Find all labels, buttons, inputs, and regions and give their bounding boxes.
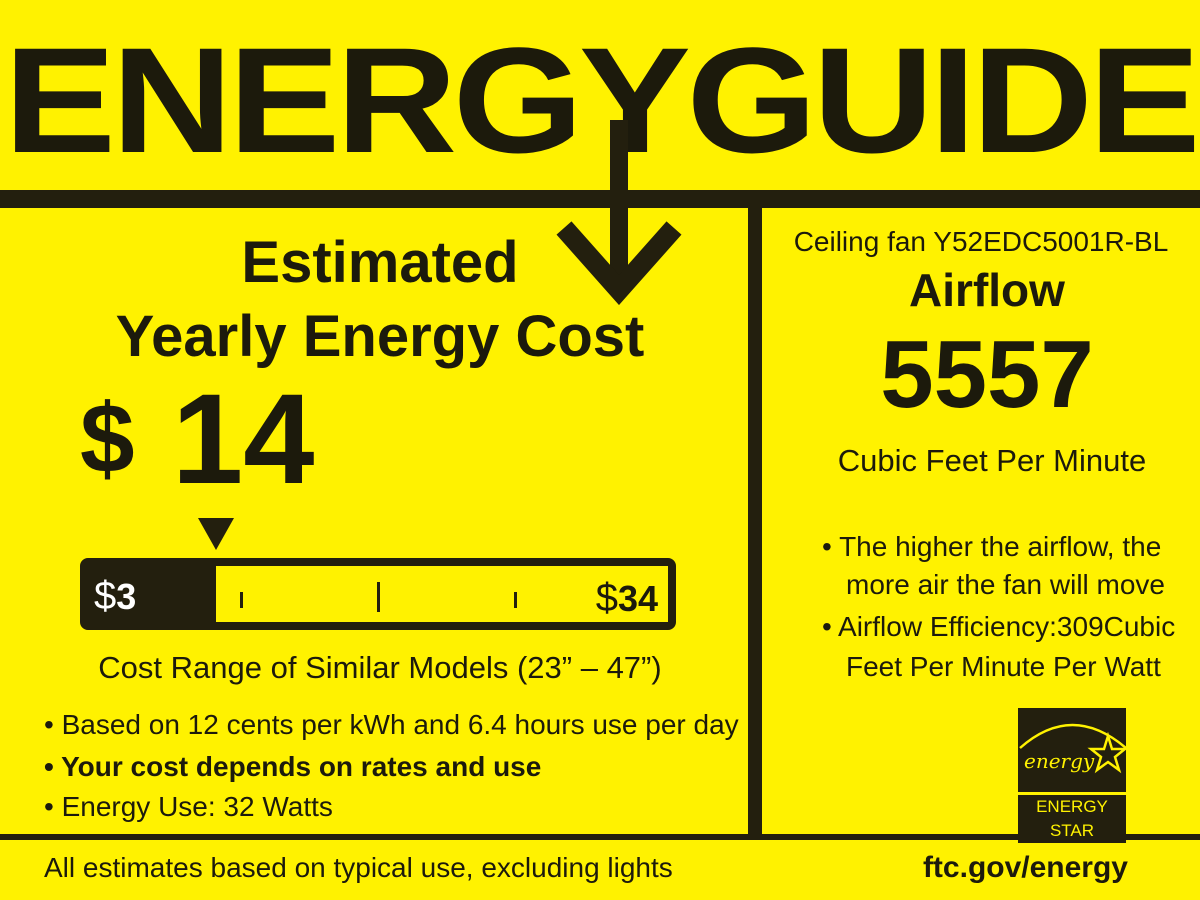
range-min-label: $3	[94, 574, 137, 618]
energyguide-title: ENERGYGUIDE	[3, 16, 1200, 184]
divider-horizontal	[0, 190, 1200, 208]
airflow-unit: Cubic Feet Per Minute	[837, 443, 1147, 478]
airflow-label: Airflow	[909, 264, 1065, 316]
airflow-bullet-1: • The higher the airflow, the	[822, 531, 1162, 562]
airflow-value: 5557	[880, 321, 1094, 428]
range-tick	[240, 592, 243, 608]
range-tick	[514, 592, 517, 608]
cost-range-bar: $3 $34	[80, 558, 676, 630]
cost-heading-line1: Estimated	[241, 230, 519, 295]
divider-bottom	[0, 834, 1200, 840]
cost-amount: 14	[172, 368, 315, 511]
cost-range-caption: Cost Range of Similar Models (23” – 47”)	[98, 650, 662, 685]
airflow-bullet-1-cont: more air the fan will move	[846, 569, 1166, 600]
airflow-bullet-2-cont: Feet Per Minute Per Watt	[846, 651, 1161, 682]
cost-heading-line2: Yearly Energy Cost	[115, 304, 645, 369]
cost-marker-triangle	[198, 518, 234, 550]
note-energy-use: • Energy Use: 32 Watts	[44, 791, 333, 822]
energy-star-logo: energy ENERGY STAR	[1018, 708, 1126, 843]
footer-disclaimer: All estimates based on typical use, excl…	[44, 852, 673, 883]
footer-url[interactable]: ftc.gov/energy	[922, 851, 1128, 884]
range-max-label: $34	[595, 576, 658, 620]
energy-star-icon: energy	[1018, 708, 1126, 792]
energy-star-label: ENERGY STAR	[1018, 795, 1126, 843]
cost-range-fill	[88, 566, 216, 622]
product-model: Ceiling fan Y52EDC5001R-BL	[793, 226, 1169, 257]
airflow-bullet-2: • Airflow Efficiency:309Cubic	[822, 611, 1176, 642]
range-tick	[377, 582, 380, 612]
note-rate: • Based on 12 cents per kWh and 6.4 hour…	[44, 709, 739, 740]
note-depends: • Your cost depends on rates and use	[44, 751, 542, 782]
divider-vertical	[748, 208, 762, 838]
cost-currency: $	[80, 383, 135, 493]
svg-text:energy: energy	[1024, 749, 1095, 773]
arrow-down-icon	[556, 120, 682, 305]
